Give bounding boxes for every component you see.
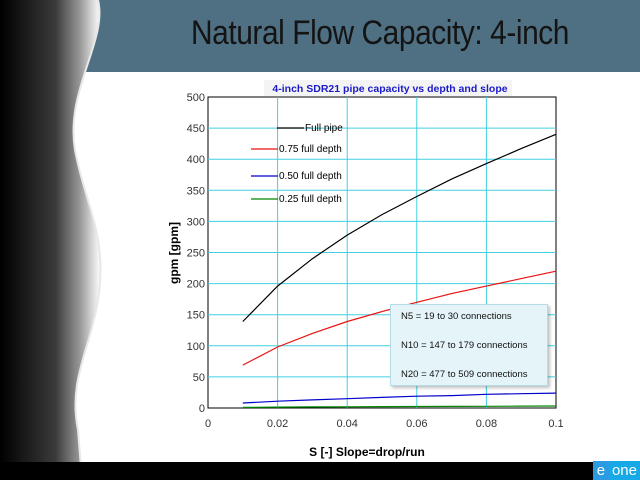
x-tick-label: 0.1 [548, 418, 563, 430]
x-tick-label: 0 [205, 418, 211, 430]
y-tick-label: 100 [187, 341, 205, 353]
legend: Full pipe 0.75 full depth 0.50 full depth 0… [251, 123, 343, 205]
x-tick-label: 0.02 [267, 418, 288, 430]
chart-title-background [264, 80, 512, 96]
y-tick-label: 250 [187, 248, 205, 260]
legend-label: Full pipe [305, 123, 343, 134]
y-tick-label: 350 [187, 185, 205, 197]
y-tick-label: 450 [187, 123, 205, 135]
y-tick-label: 200 [187, 279, 205, 291]
x-tick-label: 0.06 [406, 418, 427, 430]
legend-label: 0.50 full depth [279, 171, 342, 182]
x-axis-label: S [-] Slope=drop/run [309, 445, 425, 459]
y-tick-label: 400 [187, 154, 205, 166]
annotation-n20: N20 = 477 to 509 connections [401, 369, 528, 380]
series-line [242, 133, 557, 322]
eone-logo: e one [592, 461, 640, 480]
chart-title: 4-inch SDR21 pipe capacity vs depth and … [272, 83, 507, 95]
annotation-n10: N10 = 147 to 179 connections [401, 340, 528, 351]
series-line [242, 392, 557, 404]
logo-one: one [608, 461, 640, 480]
y-tick-label: 500 [187, 92, 205, 104]
logo-e: e [592, 461, 609, 480]
axes: 0 0.02 0.04 0.06 0.08 0.1 0 50 100 150 200 250 300 35… [187, 92, 564, 430]
footer-band [0, 462, 640, 480]
y-tick-label: 50 [193, 372, 205, 384]
decorative-wave-edge [72, 0, 102, 480]
header-band [0, 0, 640, 72]
legend-label: 0.25 full depth [279, 194, 342, 205]
y-tick-label: 150 [187, 310, 205, 322]
x-tick-label: 0.04 [336, 418, 357, 430]
y-tick-label: 300 [187, 216, 205, 228]
page-title: Natural Flow Capacity: 4-inch [190, 14, 570, 52]
annotation-n5: N5 = 19 to 30 connections [401, 311, 512, 322]
legend-label: 0.75 full depth [279, 144, 342, 155]
decorative-wave [0, 0, 101, 480]
x-tick-label: 0.08 [476, 418, 497, 430]
y-axis-label: gpm [gpm] [167, 222, 181, 284]
annotation-box: N5 = 19 to 30 connections N10 = 147 to 1… [390, 304, 548, 386]
y-tick-label: 0 [199, 403, 205, 415]
series-line [242, 405, 557, 408]
